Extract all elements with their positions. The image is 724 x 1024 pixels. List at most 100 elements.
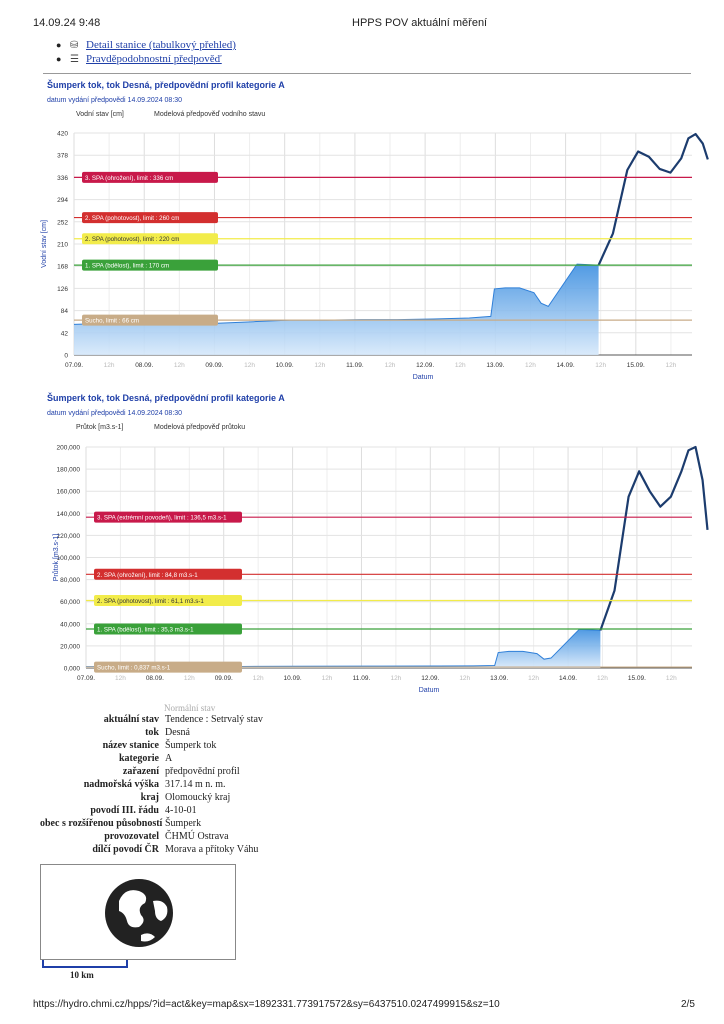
x-tick-label: 15.09. xyxy=(628,675,646,682)
y-tick-label: 378 xyxy=(57,153,68,160)
x-tick-label: 14.09. xyxy=(557,362,575,369)
x-tick-label: 12h xyxy=(666,675,677,682)
info-value: Šumperk xyxy=(165,818,202,829)
chart2-legend-observed: Průtok [m3.s-1] xyxy=(76,424,124,431)
threshold-label: Sucho, limit : 66 cm xyxy=(85,318,139,325)
x-tick-label: 12h xyxy=(385,362,396,369)
x-tick-label: 08.09. xyxy=(146,675,164,682)
info-value: předpovědní profil xyxy=(165,766,240,777)
threshold-label-box xyxy=(94,623,242,635)
water-level-chart: 07.09. 12h 08.09. 12h 09.09. 12h 10.09. 12h 11.0… xyxy=(41,131,709,381)
x-tick-label: 12h xyxy=(174,362,185,369)
probabilistic-forecast-link[interactable]: Pravděpodobnostní předpověď xyxy=(86,53,222,65)
x-tick-label: 12h xyxy=(459,675,470,682)
y-tick-label: 60,000 xyxy=(60,599,80,606)
observed-series-line xyxy=(85,628,601,668)
location-minimap[interactable] xyxy=(40,864,236,960)
info-value: ČHMÚ Ostrava xyxy=(165,831,229,842)
info-key: kraj xyxy=(140,792,159,803)
threshold-label-box xyxy=(82,212,218,224)
threshold-label-box xyxy=(82,314,218,326)
y-tick-label: 126 xyxy=(57,286,68,293)
status-faded-label: Normální stav xyxy=(164,703,216,713)
print-datetime: 14.09.24 9:48 xyxy=(33,17,101,29)
x-tick-label: 15.09. xyxy=(627,362,645,369)
x-tick-label: 12h xyxy=(666,362,677,369)
y-tick-label: 84 xyxy=(61,308,69,315)
station-links: ● ⛁ Detail stanice (tabulkový přehled) ●… xyxy=(56,38,236,66)
chart1-legend-observed: Vodní stav [cm] xyxy=(76,111,124,118)
map-scale-bar xyxy=(42,960,128,968)
info-row: aktuální stav Tendence : Setrvalý stav xyxy=(40,713,263,726)
x-axis-title: Datum xyxy=(413,374,434,381)
y-tick-label: 120,000 xyxy=(57,533,81,540)
station-detail-link[interactable]: Detail stanice (tabulkový přehled) xyxy=(86,39,236,51)
threshold-label: 2. SPA (pohotovost), limit : 260 cm xyxy=(85,215,179,222)
chart2-title: Šumperk tok, tok Desná, předpovědní prof… xyxy=(47,393,285,403)
y-axis-title: Průtok [m3.s-1] xyxy=(52,534,60,582)
info-row: povodí III. řádu 4-10-01 xyxy=(40,804,263,817)
x-tick-label: 09.09. xyxy=(215,675,233,682)
discharge-chart: 07.09. 12h 08.09. 12h 09.09. 12h 10.09. 12h 11.0… xyxy=(52,445,709,694)
x-tick-label: 08.09. xyxy=(135,362,153,369)
info-row: kategorie A xyxy=(40,752,263,765)
x-tick-label: 12h xyxy=(253,675,264,682)
info-key: název stanice xyxy=(102,740,159,751)
info-key: aktuální stav xyxy=(103,714,159,725)
x-tick-label: 13.09. xyxy=(486,362,504,369)
y-tick-label: 168 xyxy=(57,264,68,271)
info-row: dílčí povodí ČR Morava a přítoky Váhu xyxy=(40,843,263,856)
station-info-table: Normální stav aktuální stav Tendence : Se… xyxy=(40,703,263,856)
list-icon: ☰ xyxy=(70,53,79,65)
forecast-series-line xyxy=(597,132,709,266)
x-tick-label: 12h xyxy=(525,362,536,369)
threshold-label: 2. SPA (pohotovost), limit : 220 cm xyxy=(85,236,179,243)
x-tick-label: 12.09. xyxy=(416,362,434,369)
y-tick-label: 100,000 xyxy=(57,555,81,562)
threshold-label-box xyxy=(94,594,242,606)
chart1-subtitle: datum vydání předpovědi 14.09.2024 08:30 xyxy=(47,97,183,104)
x-tick-label: 12h xyxy=(595,362,606,369)
threshold-label-box xyxy=(82,233,218,245)
threshold-label: Sucho, limit : 0,837 m3.s-1 xyxy=(97,665,171,672)
info-key: kategorie xyxy=(119,753,159,764)
info-value: A xyxy=(165,753,173,764)
bullet-icon: ● xyxy=(56,40,62,50)
y-tick-label: 0 xyxy=(64,353,68,360)
info-row: zařazení předpovědní profil xyxy=(40,765,263,778)
y-axis-title: Vodní stav [cm] xyxy=(41,220,48,268)
threshold-label: 3. SPA (extrémní povodeň), limit : 136,5… xyxy=(97,515,227,522)
chart1-legend-forecast: Modelová předpověď vodního stavu xyxy=(154,111,266,118)
observed-series-area xyxy=(74,264,599,355)
info-key: povodí III. řádu xyxy=(90,805,159,816)
threshold-label-box xyxy=(82,171,218,183)
bullet-icon: ● xyxy=(56,54,62,64)
threshold-label: 1. SPA (bdělost), limit : 35,3 m3.s-1 xyxy=(97,626,194,633)
y-tick-label: 252 xyxy=(57,219,68,226)
x-tick-label: 12.09. xyxy=(421,675,439,682)
threshold-label-box xyxy=(94,511,242,523)
info-row: název stanice Šumperk tok xyxy=(40,739,263,752)
info-key: tok xyxy=(145,727,159,738)
x-tick-label: 12h xyxy=(455,362,466,369)
x-tick-label: 12h xyxy=(104,362,115,369)
y-tick-label: 140,000 xyxy=(57,511,81,518)
forecast-series-line xyxy=(599,445,709,631)
x-tick-label: 07.09. xyxy=(65,362,83,369)
x-tick-label: 07.09. xyxy=(77,675,95,682)
x-tick-label: 10.09. xyxy=(284,675,302,682)
x-tick-label: 13.09. xyxy=(490,675,508,682)
info-key: nadmořská výška xyxy=(83,779,159,790)
y-tick-label: 40,000 xyxy=(60,621,80,628)
x-tick-label: 14.09. xyxy=(559,675,577,682)
link-item-station-detail[interactable]: ● ⛁ Detail stanice (tabulkový přehled) xyxy=(56,38,236,52)
info-value: 4-10-01 xyxy=(165,805,197,816)
info-value: Šumperk tok xyxy=(165,740,217,751)
info-row: obec s rozšířenou působností Šumperk xyxy=(40,817,263,830)
x-tick-label: 12h xyxy=(528,675,539,682)
footer-url: https://hydro.chmi.cz/hpps/?id=act&key=m… xyxy=(33,999,500,1010)
link-item-probabilistic-forecast[interactable]: ● ☰ Pravděpodobnostní předpověď xyxy=(56,52,236,66)
x-tick-label: 12h xyxy=(322,675,333,682)
threshold-label: 2. SPA (ohrožení), limit : 84,8 m3.s-1 xyxy=(97,572,198,579)
x-tick-label: 11.09. xyxy=(346,362,364,369)
